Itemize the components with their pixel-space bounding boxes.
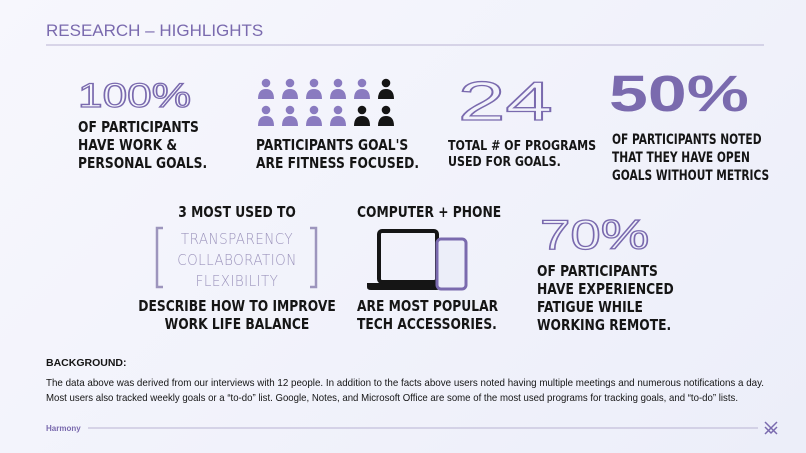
line: FATIGUE WHILE	[537, 299, 643, 316]
person-body	[330, 116, 346, 126]
line: WORK LIFE BALANCE	[165, 316, 310, 333]
stat-number: 100%	[77, 76, 192, 115]
line: OF PARTICIPANTS NOTED	[612, 130, 762, 147]
person-body	[282, 116, 298, 126]
person-body	[282, 89, 298, 99]
person-head	[261, 105, 271, 115]
stat-text: TOTAL # OF PROGRAMS USED FOR GOALS.	[448, 138, 596, 169]
stat-number: 24	[457, 70, 553, 133]
line: DESCRIBE HOW TO IMPROVE	[138, 298, 335, 315]
stat-number: 70%	[539, 211, 650, 259]
brand: Harmony	[46, 424, 81, 433]
person-head	[357, 105, 367, 115]
person-head	[333, 105, 343, 115]
word-list: TRANSPARENCY COLLABORATION FLEXIBILITY	[177, 231, 297, 290]
line: ARE MOST POPULAR	[357, 298, 498, 315]
word: FLEXIBILITY	[196, 273, 279, 290]
line: TECH ACCESSORIES.	[357, 316, 497, 333]
person-head	[309, 105, 319, 115]
line: WORKING REMOTE.	[537, 317, 671, 334]
person-head	[309, 78, 319, 88]
number: 50%	[609, 65, 749, 122]
word: COLLABORATION	[177, 252, 297, 269]
stat-text: OF PARTICIPANTS HAVE WORK & PERSONAL GOA…	[78, 119, 207, 172]
logo	[764, 421, 778, 435]
heading: 3 MOST USED TO	[178, 204, 296, 221]
stat-text: OF PARTICIPANTS HAVE EXPERIENCED FATIGUE…	[537, 263, 674, 334]
phone	[435, 237, 468, 291]
bracket	[310, 226, 318, 289]
line: HAVE WORK &	[78, 137, 177, 154]
person-head	[285, 78, 295, 88]
person-body	[330, 89, 346, 99]
person-body	[306, 116, 322, 126]
line: USED FOR GOALS.	[448, 154, 561, 169]
person-head	[285, 105, 295, 115]
stat-text: OF PARTICIPANTS NOTED THAT THEY HAVE OPE…	[612, 130, 769, 183]
person-head	[381, 78, 391, 88]
person-body	[354, 89, 370, 99]
person-body	[258, 116, 274, 126]
paragraph-line: Most users also tracked weekly goals or …	[46, 393, 738, 404]
title: RESEARCH – HIGHLIGHTS	[46, 21, 263, 40]
person-body	[354, 116, 370, 126]
stat-number: 50%	[609, 65, 749, 122]
word: TRANSPARENCY	[181, 231, 293, 248]
person-body	[378, 116, 394, 126]
laptop-base	[367, 283, 440, 290]
number: 24	[458, 71, 553, 132]
person-body	[258, 89, 274, 99]
line: OF PARTICIPANTS	[537, 263, 658, 280]
laptop-screen	[377, 229, 439, 284]
number: 100%	[78, 77, 191, 115]
person-body	[306, 89, 322, 99]
heading: COMPUTER + PHONE	[357, 204, 501, 221]
line: ARE FITNESS FOCUSED.	[256, 155, 419, 172]
person-head	[261, 78, 271, 88]
stat-text: PARTICIPANTS GOAL'S ARE FITNESS FOCUSED.	[256, 137, 419, 172]
stat-text: 3 MOST USED TO DESCRIBE HOW TO IMPROVE W…	[138, 204, 335, 333]
people-icons	[258, 78, 394, 126]
line: TOTAL # OF PROGRAMS	[448, 138, 596, 153]
person-body	[378, 89, 394, 99]
person-head	[357, 78, 367, 88]
paragraph-line: The data above was derived from our inte…	[46, 378, 764, 389]
bracket	[155, 226, 163, 289]
line: GOALS WITHOUT METRICS	[612, 166, 769, 183]
stat-text: COMPUTER + PHONE ARE MOST POPULAR TECH A…	[357, 204, 501, 333]
person-head	[381, 105, 391, 115]
line: PARTICIPANTS GOAL'S	[256, 137, 408, 154]
number: 70%	[540, 212, 649, 259]
line: THAT THEY HAVE OPEN	[612, 148, 750, 165]
line: PERSONAL GOALS.	[78, 155, 207, 172]
devices-icon	[367, 229, 468, 291]
background-heading: BACKGROUND:	[46, 357, 127, 369]
line: HAVE EXPERIENCED	[537, 281, 674, 298]
line: OF PARTICIPANTS	[78, 119, 199, 136]
person-head	[333, 78, 343, 88]
